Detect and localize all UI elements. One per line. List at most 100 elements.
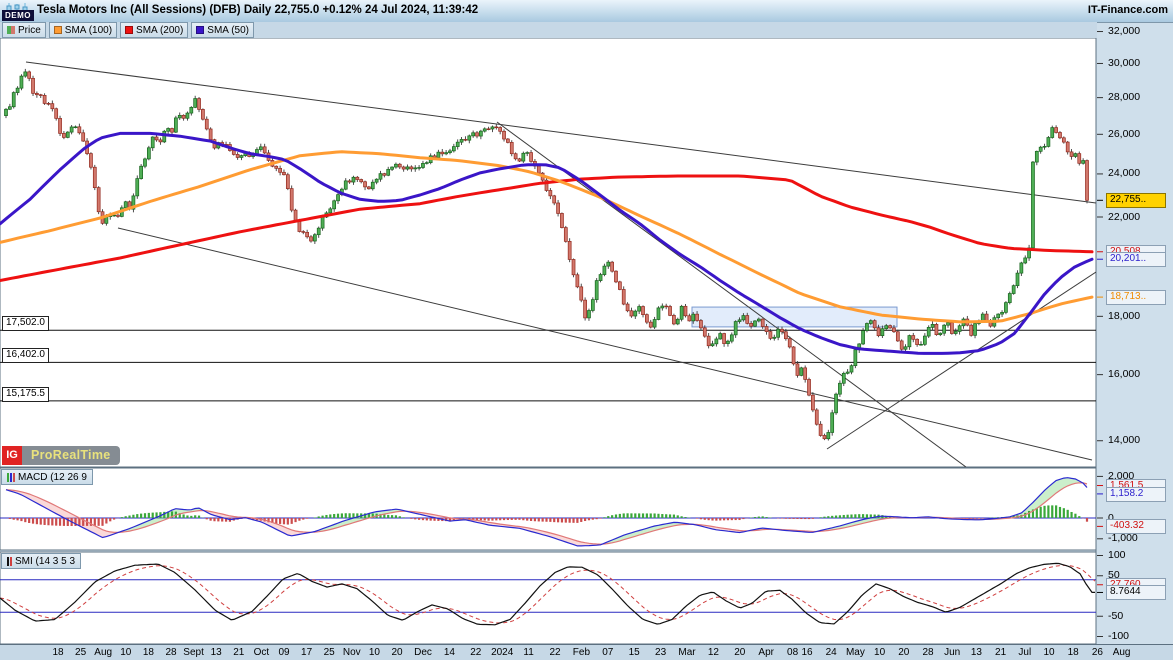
macd-line[interactable] bbox=[5, 477, 1088, 547]
candle-body bbox=[845, 371, 850, 374]
date-tick-label: 15 bbox=[628, 647, 640, 658]
legend-chip-sma-100[interactable]: SMA (100) bbox=[48, 22, 118, 38]
candle-body bbox=[903, 346, 908, 350]
price-tick-label: 28,000 bbox=[1108, 91, 1141, 104]
macd-histogram-bar bbox=[522, 518, 525, 521]
candle-body bbox=[1019, 262, 1024, 274]
date-axis[interactable]: 18 25 Aug 10 18 28 Sept 13 21 Oct 09 17 25 Nov 10 20 Dec… bbox=[0, 644, 1173, 660]
brand-link[interactable]: IT-Finance.com bbox=[1087, 4, 1168, 16]
macd-histogram-bar bbox=[448, 518, 452, 522]
smi-line[interactable] bbox=[0, 562, 1095, 626]
legend-chip-sma-200[interactable]: SMA (200) bbox=[120, 22, 189, 38]
candle-body bbox=[378, 173, 383, 180]
candle-body bbox=[297, 221, 302, 232]
date-tick-label: 07 bbox=[602, 647, 614, 658]
macd-histogram-bar bbox=[680, 516, 683, 518]
smi-indicator-chip[interactable]: SMI (14 3 5 3 bbox=[1, 553, 82, 569]
candle-body bbox=[1069, 151, 1074, 157]
macd-histogram-bar bbox=[703, 518, 706, 520]
candle-body bbox=[729, 334, 734, 342]
candle-body bbox=[278, 167, 282, 173]
macd-histogram-bar bbox=[572, 518, 575, 523]
macd-histogram-bar bbox=[730, 518, 733, 521]
sma200-line[interactable] bbox=[0, 174, 1094, 282]
candle-body bbox=[235, 154, 240, 158]
candle-body bbox=[401, 166, 406, 170]
macd-histogram-bar bbox=[51, 518, 54, 526]
macd-histogram-bar bbox=[1012, 515, 1015, 518]
candle-body bbox=[309, 236, 313, 242]
candle-body bbox=[799, 367, 804, 376]
smi-panel[interactable] bbox=[0, 551, 1097, 645]
candle-body bbox=[8, 106, 12, 110]
price-panel[interactable] bbox=[0, 37, 1097, 468]
macd-histogram-bar bbox=[622, 513, 625, 518]
macd-histogram-bar bbox=[433, 518, 436, 521]
candle-body bbox=[455, 141, 460, 147]
macd-histogram-bar bbox=[761, 516, 764, 518]
axis-value-box: 22,755.. bbox=[1106, 193, 1166, 209]
candle-body bbox=[351, 176, 356, 183]
trendline[interactable] bbox=[117, 227, 1093, 461]
candle-body bbox=[193, 98, 198, 108]
macd-histogram-bar bbox=[1074, 513, 1077, 518]
candle-body bbox=[4, 108, 8, 116]
candle-body bbox=[131, 195, 136, 210]
macd-histogram-bar bbox=[834, 515, 838, 518]
candle-body bbox=[969, 324, 974, 336]
candle-body bbox=[610, 261, 614, 272]
date-tick-label: 22 bbox=[470, 647, 482, 658]
candle-body bbox=[394, 163, 398, 168]
macd-histogram-bar bbox=[807, 518, 811, 520]
candle-body bbox=[170, 128, 174, 133]
date-tick-label: 20 bbox=[391, 647, 403, 658]
macd-histogram-bar bbox=[800, 518, 803, 520]
candle-body bbox=[1023, 257, 1028, 264]
legend-chip-sma-50[interactable]: SMA (50) bbox=[191, 22, 254, 38]
macd-histogram-bar bbox=[506, 518, 509, 521]
candle-body bbox=[641, 306, 645, 315]
candle-body bbox=[1038, 146, 1043, 152]
macd-indicator-chip[interactable]: MACD (12 26 9 bbox=[1, 469, 93, 485]
macd-histogram-bar bbox=[846, 514, 849, 518]
date-tick-label: Sept bbox=[183, 647, 204, 658]
macd-histogram-bar bbox=[425, 518, 428, 521]
level-label-box: 17,502.0 bbox=[2, 316, 49, 332]
macd-histogram-bar bbox=[55, 518, 58, 526]
candle-body bbox=[73, 126, 78, 128]
candle-body bbox=[996, 313, 1001, 319]
trendline[interactable] bbox=[25, 61, 1096, 204]
macd-histogram-bar bbox=[854, 514, 857, 518]
macd-histogram-bar bbox=[649, 513, 652, 518]
candle-body bbox=[645, 314, 649, 323]
candle-body bbox=[868, 320, 873, 324]
candle-body bbox=[726, 340, 730, 344]
candle-body bbox=[448, 150, 452, 153]
sma50-line[interactable] bbox=[0, 131, 1094, 355]
candle-body bbox=[54, 108, 59, 119]
candle-body bbox=[390, 166, 394, 170]
macd-histogram-bar bbox=[251, 518, 255, 520]
candle-body bbox=[911, 335, 916, 340]
sma100-line[interactable] bbox=[0, 150, 1094, 324]
macd-histogram-bar bbox=[93, 518, 96, 526]
date-tick-label: 26 bbox=[1091, 647, 1103, 658]
macd-histogram-bar bbox=[1051, 505, 1054, 518]
candle-body bbox=[162, 130, 167, 143]
candle-body bbox=[710, 343, 715, 347]
macd-panel[interactable] bbox=[0, 467, 1097, 551]
candle-body bbox=[826, 432, 831, 440]
trendline[interactable] bbox=[826, 271, 1096, 450]
macd-histogram-bar bbox=[630, 513, 633, 518]
candle-body bbox=[598, 274, 603, 281]
macd-histogram-bar bbox=[356, 513, 359, 518]
legend-chip-price[interactable]: Price bbox=[2, 22, 46, 38]
macd-histogram-bar bbox=[1043, 505, 1046, 518]
macd-histogram-bar bbox=[452, 518, 455, 521]
macd-fill bbox=[206, 510, 311, 536]
legend-chip-label: SMA (100) bbox=[64, 24, 113, 36]
macd-histogram-bar bbox=[645, 513, 648, 518]
proreal-time-logo[interactable]: IG ProRealTime bbox=[2, 446, 120, 465]
candle-body bbox=[440, 151, 445, 155]
